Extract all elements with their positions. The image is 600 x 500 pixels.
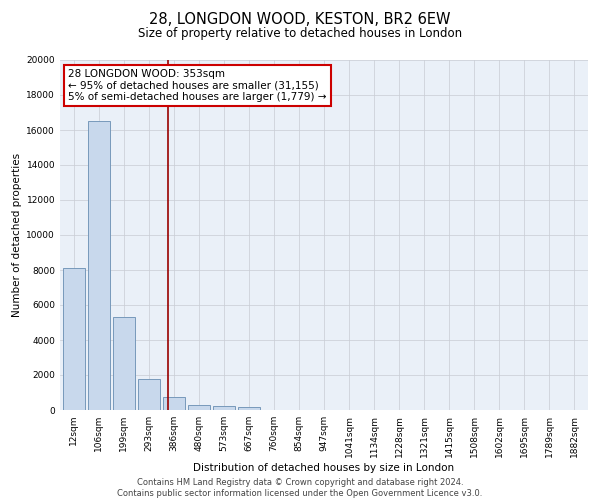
Bar bbox=[62, 268, 85, 410]
Bar bbox=[113, 317, 135, 410]
Text: 28, LONGDON WOOD, KESTON, BR2 6EW: 28, LONGDON WOOD, KESTON, BR2 6EW bbox=[149, 12, 451, 28]
Bar bbox=[88, 121, 110, 410]
Text: Size of property relative to detached houses in London: Size of property relative to detached ho… bbox=[138, 28, 462, 40]
Bar bbox=[163, 397, 185, 410]
Bar bbox=[238, 408, 260, 410]
Y-axis label: Number of detached properties: Number of detached properties bbox=[12, 153, 22, 317]
X-axis label: Distribution of detached houses by size in London: Distribution of detached houses by size … bbox=[193, 462, 455, 472]
Bar bbox=[212, 406, 235, 410]
Text: 28 LONGDON WOOD: 353sqm
← 95% of detached houses are smaller (31,155)
5% of semi: 28 LONGDON WOOD: 353sqm ← 95% of detache… bbox=[68, 68, 326, 102]
Bar bbox=[188, 404, 210, 410]
Bar bbox=[137, 378, 160, 410]
Text: Contains HM Land Registry data © Crown copyright and database right 2024.
Contai: Contains HM Land Registry data © Crown c… bbox=[118, 478, 482, 498]
